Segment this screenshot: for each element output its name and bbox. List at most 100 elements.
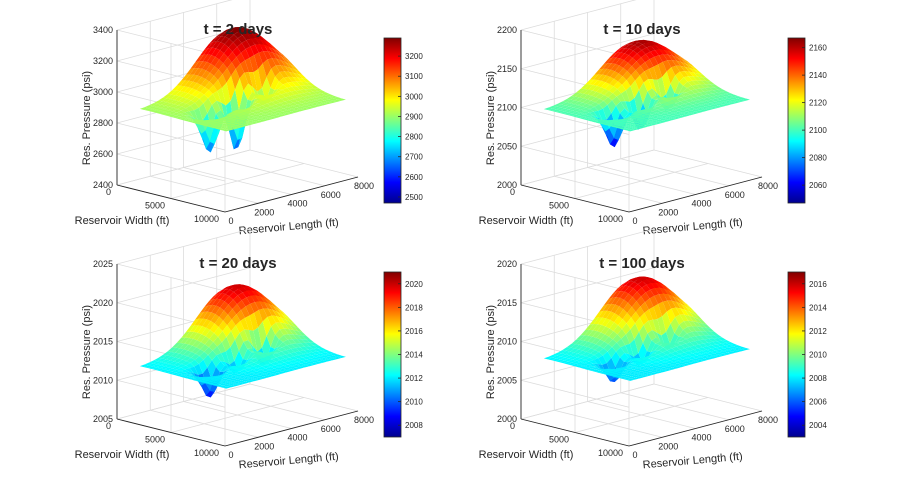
surface-patch xyxy=(216,42,225,51)
surface-patch xyxy=(231,110,241,113)
surface-patch xyxy=(149,360,158,364)
surface-patch xyxy=(284,328,293,335)
surface-patch xyxy=(630,364,639,367)
surface-patch xyxy=(254,98,264,104)
surface-patch xyxy=(658,293,668,302)
surface-patch xyxy=(236,309,245,321)
surface-patch xyxy=(158,354,167,359)
surface-patch xyxy=(559,111,569,114)
surface-patch xyxy=(175,373,184,377)
surface-patch xyxy=(724,98,733,101)
surface-patch xyxy=(235,110,245,115)
surface-patch xyxy=(637,50,646,58)
surface-patch xyxy=(217,373,227,376)
surface-patch xyxy=(688,349,698,354)
surface-patch xyxy=(193,75,202,83)
surface-patch xyxy=(280,358,289,363)
surface-patch xyxy=(635,110,645,114)
surface-patch xyxy=(273,306,282,315)
surface-patch xyxy=(709,335,718,339)
surface-patch xyxy=(588,85,598,91)
surface-patch xyxy=(194,379,204,382)
surface-patch xyxy=(614,65,624,74)
surface-patch xyxy=(234,371,244,375)
surface-patch xyxy=(275,102,285,107)
surface-patch xyxy=(709,106,718,110)
surface-patch xyxy=(655,282,665,289)
surface-patch xyxy=(267,97,277,102)
surface-patch xyxy=(571,92,581,97)
x-tick-label: 0 xyxy=(228,450,233,460)
surface-patch xyxy=(202,311,212,320)
surface-patch xyxy=(671,103,680,107)
surface-patch xyxy=(258,358,268,363)
surface-patch xyxy=(269,368,279,372)
surface-patch xyxy=(246,38,255,47)
surface-patch xyxy=(583,115,593,118)
surface-patch xyxy=(214,127,223,130)
surface-patch xyxy=(288,334,297,340)
surface-patch xyxy=(229,375,239,379)
surface-patch xyxy=(258,100,268,106)
surface-patch xyxy=(230,369,240,374)
surface-patch xyxy=(587,117,597,120)
surface-patch xyxy=(652,109,662,113)
y-tick-label: 5000 xyxy=(145,435,165,445)
surface-patch xyxy=(659,365,669,368)
surface-patch xyxy=(634,276,644,279)
surface-patch xyxy=(688,76,697,81)
surface-patch xyxy=(692,321,702,328)
surface-patch xyxy=(328,100,337,104)
surface-patch xyxy=(665,357,675,361)
surface-patch xyxy=(673,111,683,115)
surface-patch xyxy=(256,369,266,373)
surface-patch xyxy=(695,335,705,341)
surface-patch xyxy=(728,346,738,349)
surface-patch xyxy=(585,353,595,358)
surface-patch xyxy=(299,93,308,97)
surface-patch xyxy=(296,81,306,86)
surface-patch xyxy=(178,97,188,103)
surface-patch xyxy=(639,111,649,115)
surface-patch xyxy=(317,347,327,351)
surface-patch xyxy=(202,381,212,384)
surface-patch xyxy=(651,365,660,368)
surface-patch xyxy=(254,355,264,361)
surface-patch xyxy=(696,331,705,336)
surface-patch xyxy=(598,355,607,365)
surface-patch xyxy=(705,105,714,108)
surface-patch xyxy=(303,353,312,357)
surface-patch xyxy=(562,347,571,351)
surface-patch xyxy=(690,309,699,317)
surface-patch xyxy=(231,314,241,326)
surface-patch xyxy=(254,301,264,311)
surface-patch xyxy=(590,120,600,123)
surface-patch xyxy=(616,101,625,114)
surface-patch xyxy=(575,112,585,116)
surface-patch xyxy=(584,361,594,365)
surface-patch xyxy=(572,360,581,364)
surface-patch xyxy=(696,80,706,85)
surface-patch xyxy=(162,94,172,99)
surface-patch xyxy=(644,108,654,110)
surface-patch xyxy=(273,304,283,313)
surface-patch xyxy=(206,141,215,153)
surface-patch xyxy=(288,359,298,364)
surface-patch xyxy=(231,68,240,90)
surface-patch xyxy=(307,352,317,356)
surface-patch xyxy=(632,123,641,126)
surface-patch xyxy=(230,27,240,30)
surface-patch xyxy=(191,353,200,360)
surface-patch xyxy=(693,317,703,324)
surface-patch xyxy=(189,110,199,122)
surface-patch xyxy=(611,120,621,123)
surface-patch xyxy=(714,352,724,355)
surface-patch xyxy=(663,366,673,369)
surface-patch xyxy=(654,350,663,355)
surface-patch xyxy=(194,363,203,375)
surface-patch xyxy=(167,90,177,95)
surface-patch xyxy=(204,347,213,355)
surface-patch xyxy=(675,71,684,82)
x-axis-label: Reservoir Length (ft) xyxy=(238,451,339,472)
